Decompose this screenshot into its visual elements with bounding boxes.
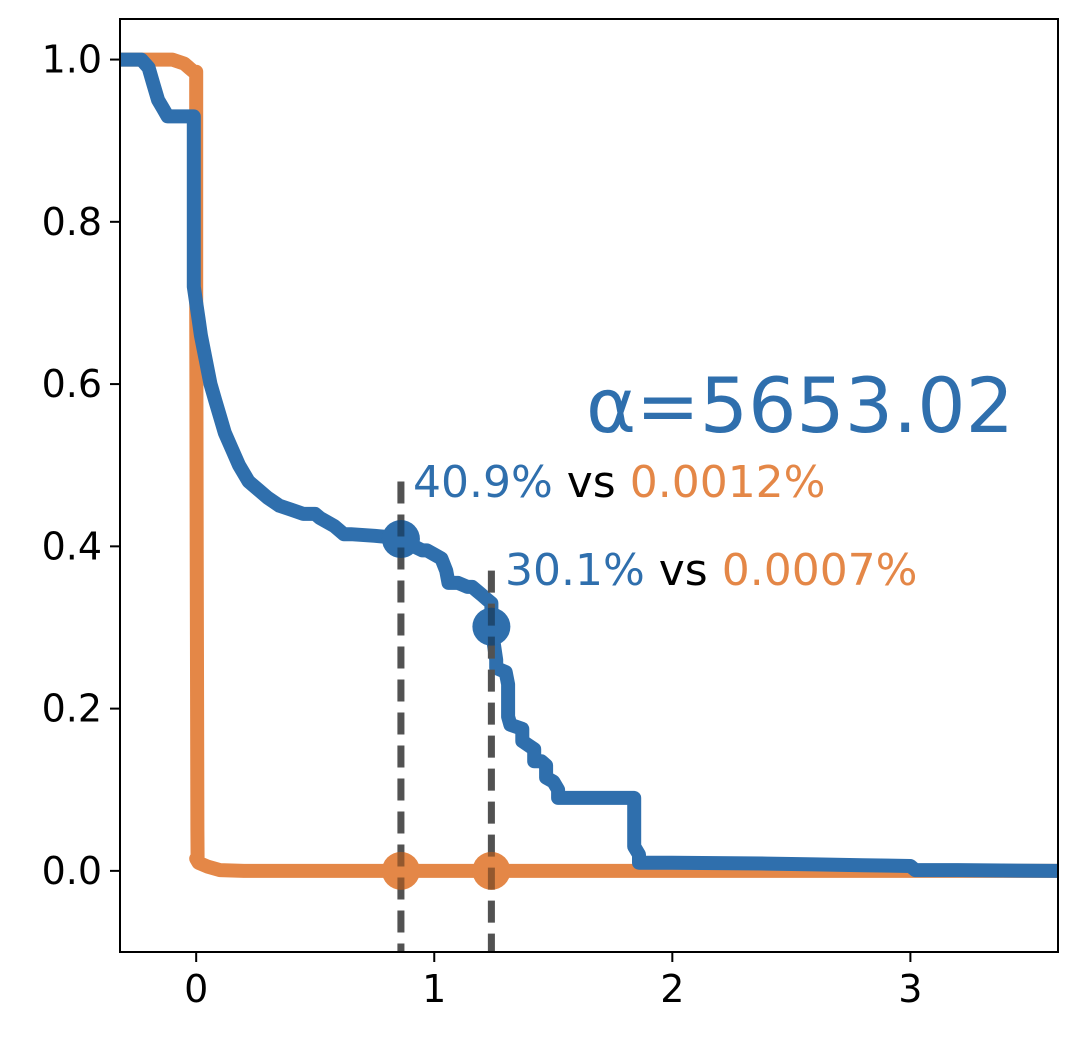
- x-tick-label-2: 2: [660, 967, 684, 1011]
- comparison-1-orange-value: 0.0012%: [630, 457, 826, 508]
- tick-layer: 0 1 2 3 0.0 0.2 0.4 0.6 0.8 1.0: [42, 38, 923, 1011]
- comparison-annotation-2: 30.1% vs 0.0007%: [505, 545, 917, 596]
- comparison-2-blue-value: 30.1%: [505, 545, 645, 596]
- y-tick-label-1: 0.2: [42, 687, 102, 731]
- comparison-annotation-1: 40.9% vs 0.0012%: [413, 457, 825, 508]
- marker-1: [472, 607, 511, 646]
- x-tick-label-3: 3: [898, 967, 922, 1011]
- comparison-1-vs: vs: [553, 457, 630, 508]
- x-tick-label-1: 1: [422, 967, 446, 1011]
- series-line-1: [120, 52, 1058, 878]
- y-tick-label-0: 0.0: [42, 849, 102, 893]
- y-tick-label-5: 1.0: [42, 38, 102, 82]
- y-tick-label-2: 0.4: [42, 524, 102, 568]
- series-layer: [120, 52, 1059, 878]
- comparison-2-orange-value: 0.0007%: [722, 545, 918, 596]
- y-tick-label-3: 0.6: [42, 362, 102, 406]
- x-tick-label-0: 0: [184, 967, 208, 1011]
- marker-layer: [381, 481, 511, 952]
- plot-frame: [119, 18, 1059, 953]
- series-line-0: [120, 52, 1059, 878]
- comparison-1-blue-value: 40.9%: [413, 457, 553, 508]
- alpha-annotation: α=5653.02: [586, 361, 1014, 450]
- marker-0: [381, 520, 420, 559]
- marker-2: [381, 851, 420, 890]
- comparison-2-vs: vs: [645, 545, 722, 596]
- marker-3: [472, 851, 511, 890]
- y-tick-label-4: 0.8: [42, 200, 102, 244]
